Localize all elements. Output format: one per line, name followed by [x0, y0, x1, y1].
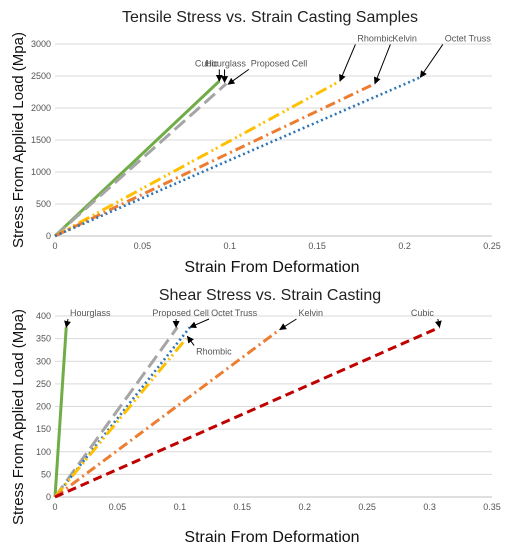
- shear-chart-title: Shear Stress vs. Strain Casting: [159, 287, 381, 304]
- shear-series-kelvin: [54, 328, 281, 499]
- tensile-annotation-cubic: Cubic: [195, 58, 219, 68]
- tensile-annotation-rhombic: Rhombic: [357, 33, 393, 43]
- shear-annotation-cubic: Cubic: [411, 308, 435, 318]
- shear-chart: Shear Stress vs. Strain Casting Strain F…: [10, 287, 501, 546]
- shear-y-tick-label: 150: [36, 424, 51, 434]
- shear-annotation-arrow: [189, 318, 210, 329]
- shear-x-tick-label: 0: [52, 502, 57, 512]
- tensile-annotation-arrow: [419, 44, 444, 78]
- tensile-x-tick-label: 0.05: [134, 241, 152, 251]
- tensile-series-octet-truss: [54, 76, 421, 238]
- shear-annotation-proposed-cell: Proposed Cell: [152, 308, 209, 318]
- tensile-y-tick-label: 500: [36, 199, 51, 209]
- shear-y-tick-label: 250: [36, 379, 51, 389]
- tensile-annotation-proposed-cell: Proposed Cell: [251, 58, 308, 68]
- tensile-annotation-octet-truss: Octet Truss: [445, 33, 492, 43]
- tensile-x-axis-label: Strain From Deformation: [184, 259, 359, 276]
- shear-x-tick-label: 0.3: [423, 502, 436, 512]
- shear-y-tick-label: 100: [36, 447, 51, 457]
- shear-x-tick-label: 0.35: [483, 502, 501, 512]
- shear-annotation-arrow: [64, 318, 71, 328]
- shear-series-hourglass: [53, 327, 68, 498]
- shear-y-tick-label: 200: [36, 402, 51, 412]
- shear-series-proposed-cell: [53, 326, 179, 498]
- tensile-annotation-arrow: [339, 44, 356, 82]
- tensile-y-tick-label: 2500: [31, 71, 51, 81]
- tensile-chart: Tensile Stress vs. Strain Casting Sample…: [10, 9, 501, 276]
- tensile-y-axis-label: Stress From Applied Load (Mpa): [10, 32, 27, 248]
- shear-x-tick-label: 0.15: [234, 502, 252, 512]
- tensile-series-cubic: [53, 80, 221, 238]
- tensile-x-tick-label: 0.2: [398, 241, 411, 251]
- shear-y-tick-label: 350: [36, 334, 51, 344]
- shear-y-axis-label: Stress From Applied Load (Mpa): [10, 309, 27, 525]
- shear-series-rhombic: [53, 337, 188, 498]
- tensile-y-tick-label: 1500: [31, 135, 51, 145]
- tensile-y-tick-label: 2000: [31, 103, 51, 113]
- tensile-annotation-arrow: [373, 44, 391, 85]
- shear-annotation-kelvin: Kelvin: [298, 308, 323, 318]
- shear-x-tick-label: 0.2: [298, 502, 311, 512]
- shear-annotation-arrow: [279, 318, 297, 330]
- shear-y-tick-label: 300: [36, 356, 51, 366]
- tensile-y-tick-label: 0: [46, 231, 51, 241]
- tensile-y-tick-label: 1000: [31, 167, 51, 177]
- shear-annotation-rhombic: Rhombic: [196, 346, 232, 356]
- tensile-annotation-kelvin: Kelvin: [392, 33, 417, 43]
- shear-x-tick-label: 0.05: [109, 502, 127, 512]
- shear-series-cubic: [54, 325, 441, 499]
- shear-annotation-hourglass: Hourglass: [70, 308, 111, 318]
- tensile-annotation-arrow: [227, 68, 250, 85]
- tensile-series-rhombic: [54, 79, 341, 238]
- tensile-series-kelvin: [54, 82, 376, 238]
- shear-annotation-arrow: [186, 335, 195, 346]
- tensile-y-tick-label: 3000: [31, 39, 51, 49]
- shear-x-axis-label: Strain From Deformation: [184, 529, 359, 546]
- shear-annotation-octet-truss: Octet Truss: [211, 308, 258, 318]
- tensile-x-tick-label: 0.25: [483, 241, 501, 251]
- tensile-x-tick-label: 0: [52, 241, 57, 251]
- tensile-chart-title: Tensile Stress vs. Strain Casting Sample…: [122, 9, 418, 26]
- shear-annotation-arrow: [434, 318, 442, 328]
- tensile-annotation-hourglass: Hourglass: [205, 58, 246, 68]
- shear-x-tick-label: 0.25: [358, 502, 376, 512]
- shear-y-tick-label: 0: [46, 492, 51, 502]
- tensile-series-hourglass: [54, 82, 228, 238]
- shear-y-tick-label: 50: [41, 469, 51, 479]
- shear-x-tick-label: 0.1: [174, 502, 187, 512]
- shear-y-tick-label: 400: [36, 311, 51, 321]
- tensile-x-tick-label: 0.15: [308, 241, 326, 251]
- tensile-x-tick-label: 0.1: [224, 241, 237, 251]
